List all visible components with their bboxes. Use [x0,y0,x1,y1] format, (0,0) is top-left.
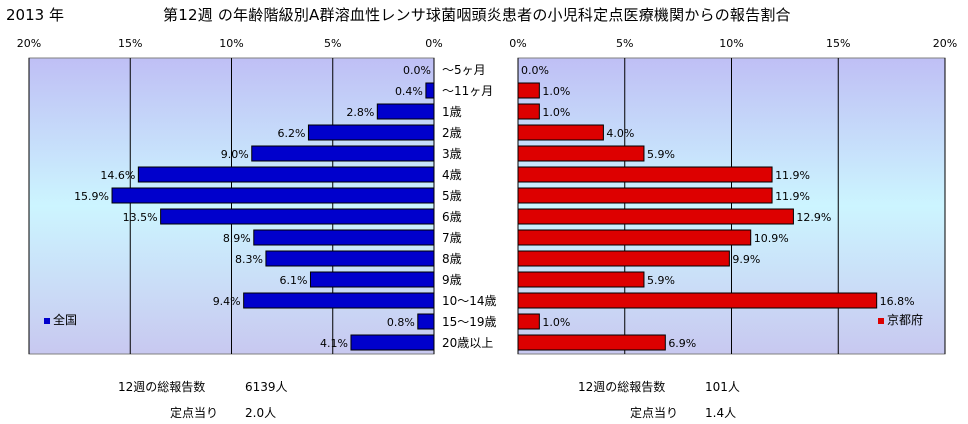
national-data-label: 8.9% [223,232,251,245]
category-label: 10〜14歳 [442,294,497,308]
category-label: 8歳 [442,252,462,266]
national-bar [111,187,435,204]
footer-right-per-value: 1.4人 [705,406,737,420]
legend-kyoto-label: 京都府 [887,313,924,327]
chart-title: 第12週 の年齢階級別A群溶血性レンサ球菌咽頭炎患者の小児科定点医療機関からの報… [163,6,791,24]
year-label: 2013 年 [6,6,64,24]
kyoto-bar [517,82,540,99]
category-label: 3歳 [442,147,462,161]
kyoto-data-label: 0.0% [521,64,549,77]
category-label: 7歳 [442,231,462,245]
national-data-label: 8.3% [235,253,263,266]
category-label: 〜5ヶ月 [442,63,486,77]
kyoto-bar [517,271,645,288]
kyoto-tick-label: 0% [509,37,526,50]
kyoto-data-label: 1.0% [542,106,570,119]
national-data-label: 14.6% [100,169,135,182]
national-data-label: 6.2% [277,127,305,140]
category-label: 15〜19歳 [442,315,497,329]
kyoto-data-label: 5.9% [647,148,675,161]
footer-right-total-value: 101人 [705,380,740,394]
kyoto-data-label: 11.9% [775,190,810,203]
national-tick-label: 20% [17,37,41,50]
legend-national: 全国 [44,311,77,328]
national-bar [376,103,435,120]
national-tick-label: 0% [425,37,442,50]
national-data-label: 15.9% [74,190,109,203]
kyoto-tick-label: 10% [719,37,743,50]
kyoto-bar [517,334,666,351]
national-data-label: 0.4% [395,85,423,98]
kyoto-bar [517,208,794,225]
national-tick-label: 10% [219,37,243,50]
kyoto-bar [517,103,540,120]
kyoto-bar [517,313,540,330]
kyoto-data-label: 9.9% [732,253,760,266]
national-bar [425,82,435,99]
kyoto-data-label: 5.9% [647,274,675,287]
category-label: 1歳 [442,105,462,119]
footer-right-per-label: 定点当り [630,406,679,420]
kyoto-tick-label: 15% [826,37,850,50]
kyoto-bar [517,124,604,141]
national-data-label: 0.8% [387,316,415,329]
kyoto-bar [517,166,773,183]
national-bar [253,229,435,246]
footer-left-per-label: 定点当り [170,406,219,420]
category-label: 9歳 [442,273,462,287]
kyoto-data-label: 4.0% [606,127,634,140]
national-data-label: 2.8% [346,106,374,119]
legend-national-label: 全国 [53,313,78,327]
footer-left-per-value: 2.0人 [245,406,277,420]
national-data-label: 9.4% [213,295,241,308]
kyoto-data-label: 11.9% [775,169,810,182]
national-bar [350,334,435,351]
national-bar [251,145,435,162]
category-label: 4歳 [442,168,462,182]
kyoto-bar [517,229,752,246]
footer-left-total-value: 6139人 [245,380,288,394]
kyoto-bar [517,292,878,309]
category-label: 〜11ヶ月 [442,84,493,98]
kyoto-data-label: 6.9% [668,337,696,350]
category-label: 2歳 [442,126,462,140]
national-bar [265,250,435,267]
national-data-label: 4.1% [320,337,348,350]
legend-kyoto-swatch [878,317,884,324]
kyoto-tick-label: 20% [933,37,957,50]
kyoto-bar [517,145,645,162]
national-bar [160,208,435,225]
kyoto-data-label: 16.8% [880,295,915,308]
national-data-label: 6.1% [280,274,308,287]
kyoto-data-label: 1.0% [542,316,570,329]
national-bar [137,166,435,183]
national-data-label: 9.0% [221,148,249,161]
kyoto-bar [517,187,773,204]
kyoto-data-label: 1.0% [542,85,570,98]
national-data-label: 13.5% [123,211,158,224]
national-data-label: 0.0% [403,64,431,77]
national-bar [307,124,435,141]
footer-left-total-label: 12週の総報告数 [118,380,206,394]
legend-national-swatch [44,317,50,324]
category-label: 6歳 [442,210,462,224]
national-bar [243,292,435,309]
legend-kyoto: 京都府 [878,311,923,328]
kyoto-tick-label: 5% [616,37,633,50]
kyoto-data-label: 10.9% [754,232,789,245]
national-tick-label: 15% [118,37,142,50]
category-label: 5歳 [442,189,462,203]
national-bar [309,271,435,288]
category-label: 20歳以上 [442,336,493,350]
national-bar [417,313,435,330]
footer-right-total-label: 12週の総報告数 [578,380,666,394]
kyoto-data-label: 12.9% [796,211,831,224]
national-tick-label: 5% [324,37,341,50]
kyoto-bar [517,250,730,267]
